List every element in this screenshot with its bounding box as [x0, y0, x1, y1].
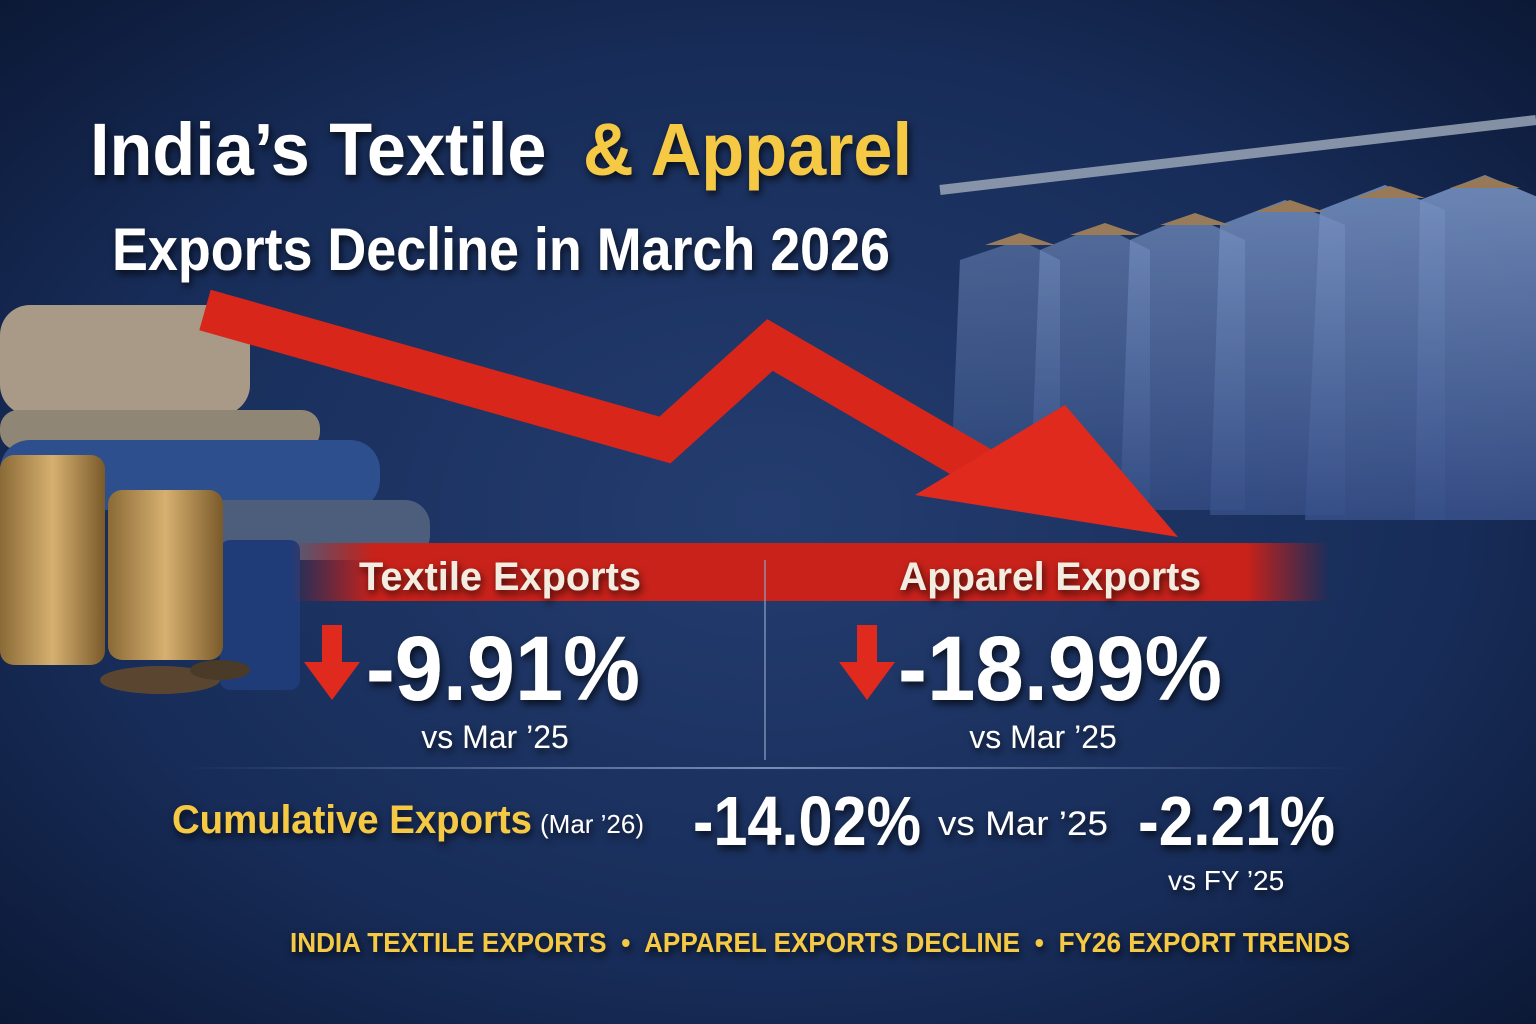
card-label: Textile Exports	[359, 555, 641, 599]
card-comparison: vs Mar ’25	[969, 719, 1117, 755]
title-line-2: Exports Decline in March 2026	[112, 216, 890, 283]
trend-arrow	[199, 289, 1178, 537]
card-value: -18.99%	[898, 618, 1222, 720]
cumulative-comparison: vs FY ’25	[1168, 865, 1284, 896]
footer-tag: INDIA TEXTILE EXPORTS	[290, 927, 606, 958]
card-label: Apparel Exports	[899, 555, 1201, 599]
card-value: -9.91%	[366, 618, 640, 720]
footer-tag: FY26 EXPORT TRENDS	[1059, 927, 1350, 958]
fabric-stack	[0, 305, 430, 694]
cumulative-label: Cumulative Exports	[172, 798, 532, 842]
down-icon	[304, 625, 360, 700]
card-comparison: vs Mar ’25	[421, 719, 569, 755]
separator-line	[180, 767, 1360, 769]
title-highlight: & Apparel	[583, 108, 912, 191]
cumulative-period: (Mar ’26)	[540, 809, 644, 839]
cumulative-value: -14.02%	[693, 782, 921, 860]
footer-separator: •	[621, 927, 630, 958]
title-part: India’s Textile	[90, 108, 546, 191]
cumulative-value: -2.21%	[1138, 782, 1335, 860]
footer-tags: INDIA TEXTILE EXPORTS • APPAREL EXPORTS …	[290, 927, 1350, 958]
cumulative-comparison: vs Mar ’25	[938, 805, 1108, 843]
banner	[290, 543, 1330, 601]
title-line-1: India’s Textile & Apparel	[90, 108, 912, 191]
down-icon	[839, 625, 895, 700]
footer-separator: •	[1035, 927, 1044, 958]
footer-tag: APPAREL EXPORTS DECLINE	[644, 927, 1020, 958]
